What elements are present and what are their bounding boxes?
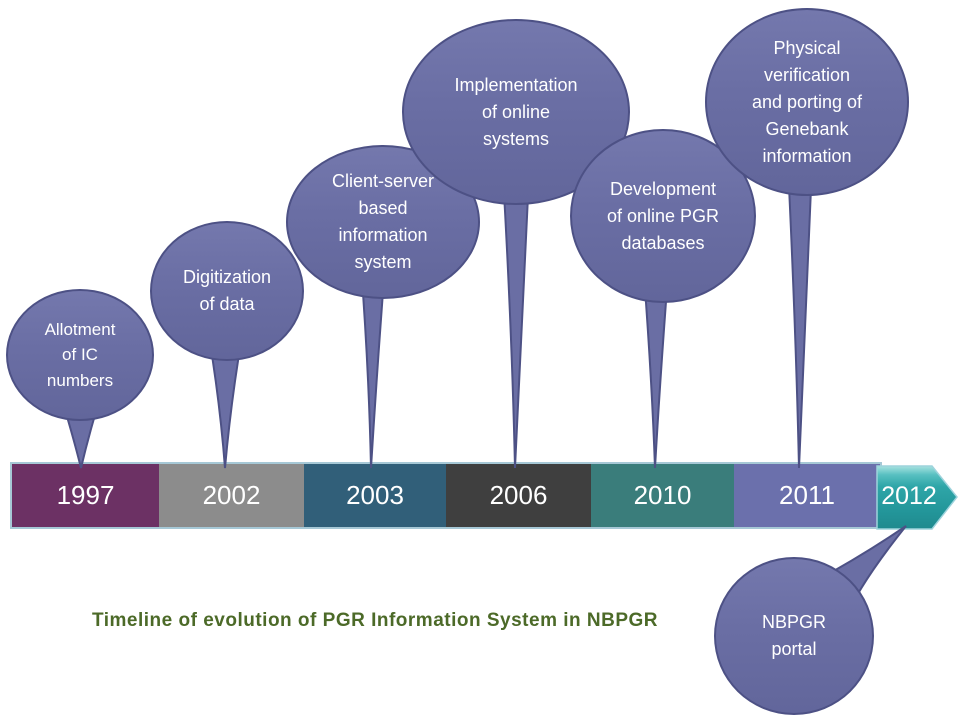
timeline-segment-2010: 2010	[591, 464, 734, 527]
balloon-physical-verification-genebank: Physical verification and porting of Gen…	[705, 8, 909, 196]
balloon-allotment-ic-numbers: Allotment of IC numbers	[6, 289, 154, 421]
year-label: 2010	[633, 480, 692, 510]
balloon-nbpgr-portal: NBPGR portal	[714, 557, 874, 715]
balloon-label: Implementation of online systems	[454, 74, 578, 149]
balloon-label: Client-server based information system	[331, 171, 435, 272]
balloon-label: Development of online PGR databases	[606, 178, 720, 253]
year-label: 2006	[489, 480, 548, 510]
balloon-label: NBPGR portal	[761, 612, 826, 659]
year-label: 2011	[779, 480, 835, 510]
year-label: 2003	[346, 480, 404, 510]
timeline-segment-1997: 1997	[12, 464, 159, 527]
diagram-caption: Timeline of evolution of PGR Information…	[91, 610, 659, 631]
year-label: 1997	[56, 480, 115, 510]
timeline-segment-2006: 2006	[446, 464, 591, 527]
balloon-tail-development	[642, 274, 670, 469]
year-label-2012: 2012	[881, 482, 937, 510]
balloon-label: Allotment of IC numbers	[44, 319, 116, 390]
timeline-segment-2002: 2002	[159, 464, 304, 527]
balloon-digitization-of-data: Digitization of data	[150, 221, 304, 361]
year-label: 2002	[202, 480, 261, 510]
balloon-tail-implementation	[501, 174, 531, 469]
balloon-tail-physical-verification	[786, 164, 814, 469]
balloon-label: Digitization of data	[182, 267, 272, 314]
timeline-bar: 1997 2002 2003 2006 2010 2011	[10, 462, 882, 529]
balloon-label: Physical verification and porting of Gen…	[751, 37, 863, 166]
timeline-segment-2011: 2011	[734, 464, 880, 527]
timeline-segment-2003: 2003	[304, 464, 446, 527]
